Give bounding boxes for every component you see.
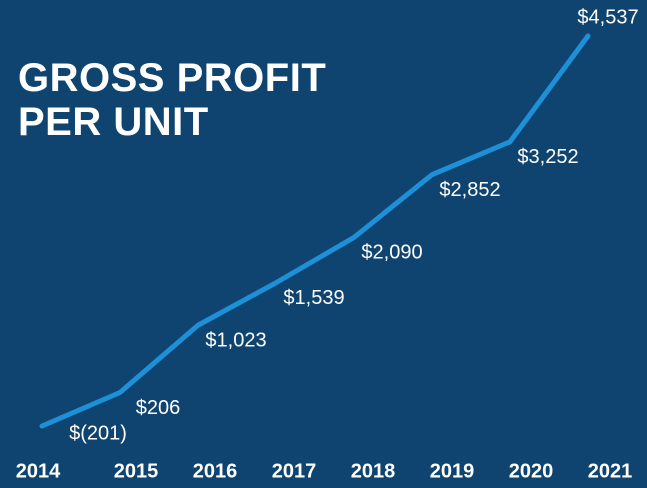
line — [39, 33, 591, 429]
data-label: $206 — [136, 397, 181, 419]
data-label: $2,852 — [439, 179, 500, 201]
x-tick-label: 2021 — [588, 460, 633, 482]
x-tick-label: 2018 — [351, 460, 396, 482]
data-label: $(201) — [69, 422, 127, 444]
data-label: $1,023 — [205, 330, 266, 352]
x-tick-label: 2017 — [272, 460, 317, 482]
x-tick-label: 2020 — [509, 460, 554, 482]
x-tick-label: 2014 — [16, 460, 61, 482]
data-label: $2,090 — [361, 242, 422, 264]
chart-title: GROSS PROFIT PER UNIT — [18, 56, 327, 144]
x-tick-label: 2015 — [114, 460, 159, 482]
x-tick-label: 2019 — [430, 460, 475, 482]
data-label: $4,537 — [577, 6, 638, 28]
data-label: $3,252 — [517, 146, 578, 168]
x-tick-label: 2016 — [193, 460, 238, 482]
data-label: $1,539 — [283, 287, 344, 309]
